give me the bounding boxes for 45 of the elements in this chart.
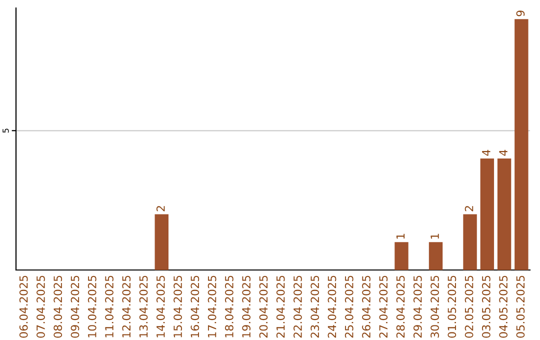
x-tick-label: 03.05.2025 [482,276,490,338]
x-tick-label: 01.05.2025 [448,276,456,338]
x-tick-label: 25.04.2025 [344,276,354,338]
x-tick-label: 18.04.2025 [224,276,234,338]
x-tick-label: 13.04.2025 [139,276,148,338]
bar [428,242,443,270]
x-tick-label: 11.04.2025 [105,276,114,338]
x-tick-label: 28.04.2025 [396,276,405,338]
bar [514,19,528,270]
data-label: 4 [482,150,490,156]
x-tick-label: 24.04.2025 [328,276,336,338]
x-tick-label: 27.04.2025 [379,276,388,338]
data-label: 1 [430,234,439,239]
x-tick-label: 23.04.2025 [310,276,320,338]
x-tick-label: 06.04.2025 [19,276,28,338]
x-tick-label: 09.04.2025 [70,276,80,338]
data-label: 4 [499,150,508,156]
x-tick-label: 14.04.2025 [156,276,165,338]
x-tick-label: 20.04.2025 [259,276,268,338]
data-label: 9 [516,10,525,16]
x-tick-label: 05.05.2025 [516,276,525,338]
x-tick-label: 19.04.2025 [242,276,251,338]
x-tick-label: 02.05.2025 [464,276,474,338]
x-tick-label: 26.04.2025 [362,276,370,338]
y-tick-label: 5 [2,128,9,133]
x-tick-label: 10.04.2025 [88,276,96,338]
x-tick-label: 17.04.2025 [208,276,216,338]
x-tick-label: 04.05.2025 [499,276,508,338]
x-tick-label: 22.04.2025 [294,276,302,338]
data-label: 1 [396,234,405,239]
x-tick-label: 30.04.2025 [430,276,439,338]
x-tick-label: 12.04.2025 [122,276,131,338]
x-tick-label: 16.04.2025 [190,276,200,338]
x-tick-label: 29.04.2025 [413,276,422,338]
x-tick-label: 21.04.2025 [276,276,285,338]
x-tick-label: 15.04.2025 [174,276,182,338]
bar [463,214,477,270]
bar [480,158,494,270]
bar [394,242,408,270]
bar [497,158,512,270]
bar [154,214,168,270]
data-label: 2 [464,206,474,212]
x-tick-label: 07.04.2025 [36,276,45,338]
data-label: 2 [156,206,165,212]
x-tick-label: 08.04.2025 [54,276,62,338]
